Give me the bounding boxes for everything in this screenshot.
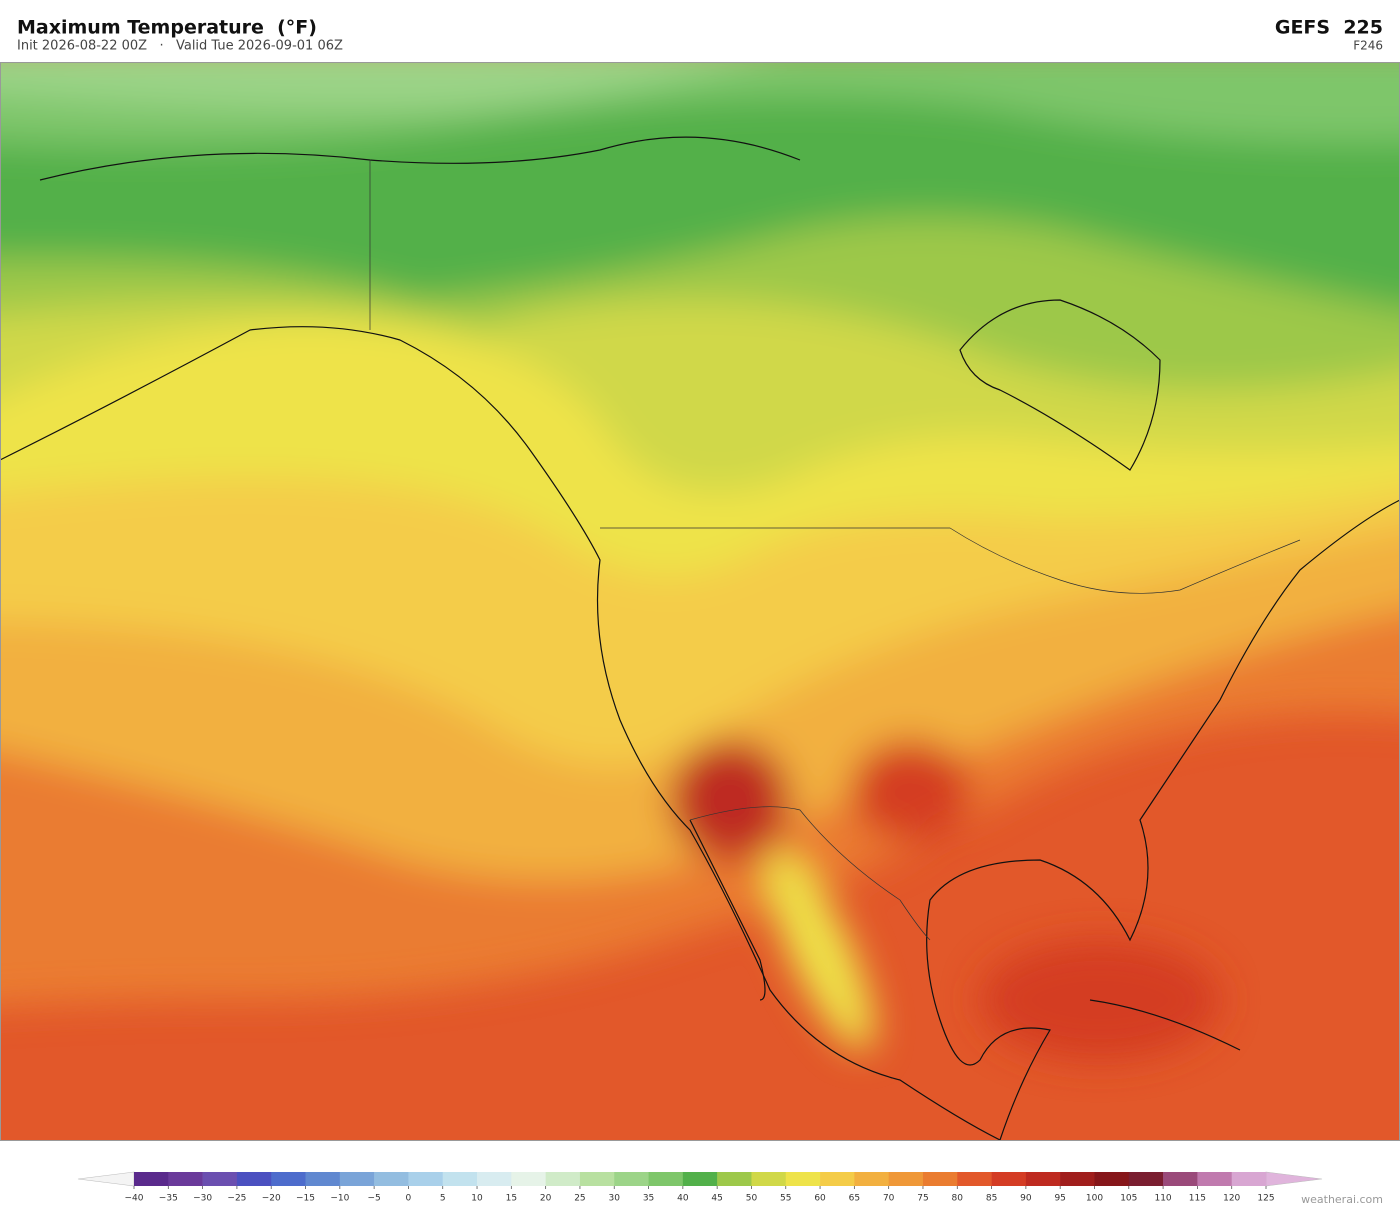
credit: weatherai.com	[1301, 1193, 1383, 1206]
colorbar-tick-label: −15	[296, 1194, 315, 1204]
colorbar-tick-label: 5	[440, 1194, 446, 1204]
colorbar-tick-label: 30	[609, 1194, 621, 1204]
title: Maximum Temperature (°F)	[17, 17, 317, 39]
colorbar-tick-label: 120	[1223, 1194, 1240, 1204]
colorbar-bin	[820, 1172, 855, 1186]
subtitle: Init 2026-08-22 00Z · Valid Tue 2026-09-…	[17, 39, 343, 54]
colorbar-bin	[888, 1172, 924, 1186]
colorbar-bin	[271, 1172, 306, 1186]
forecast-hour: F246	[1353, 39, 1383, 53]
colorbar-bin	[682, 1172, 718, 1186]
colorbar-tick-label: 45	[711, 1194, 722, 1204]
colorbar-tick-label: 70	[883, 1194, 895, 1204]
colorbar-bin	[957, 1172, 992, 1186]
colorbar-bin	[511, 1172, 546, 1186]
colorbar-tick-label: −5	[367, 1194, 380, 1204]
colorbar-tick-label: −35	[159, 1194, 178, 1204]
colorbar-tick-label: 90	[1020, 1194, 1032, 1204]
colorbar-tick-label: −30	[193, 1194, 212, 1204]
colorbar-bin	[1197, 1172, 1232, 1186]
colorbar-bin	[1231, 1172, 1267, 1186]
colorbar-bin	[579, 1172, 615, 1186]
colorbar-over	[1265, 1171, 1323, 1187]
colorbar-tick-label: 125	[1257, 1194, 1274, 1204]
colorbar-bin	[785, 1172, 821, 1186]
colorbar-tick-label: 100	[1086, 1194, 1103, 1204]
colorbar-tick-label: 60	[814, 1194, 826, 1204]
colorbar-tick-label: −40	[125, 1194, 144, 1204]
temperature-field	[0, 62, 1400, 1060]
colorbar-tick-label: −25	[227, 1194, 246, 1204]
colorbar-bin	[1128, 1172, 1164, 1186]
colorbar-tick-label: 85	[986, 1194, 997, 1204]
colorbar-bin	[1094, 1172, 1130, 1186]
colorbar-bin	[442, 1172, 478, 1186]
colorbar-bin	[1025, 1172, 1061, 1186]
colorbar-bin	[305, 1172, 341, 1186]
colorbar-tick-label: 50	[746, 1194, 758, 1204]
colorbar-tick-label: 105	[1120, 1194, 1137, 1204]
colorbar-tick-label: 75	[917, 1194, 928, 1204]
colorbar-tick-label: −10	[330, 1194, 349, 1204]
colorbar: −40 −35 −30 −25 −20 −15 −10 −5 0 5 10 15 20 25 30 35 40 4…	[77, 1171, 1323, 1204]
colorbar-bin	[168, 1172, 203, 1186]
colorbar-bin	[614, 1172, 649, 1186]
colorbar-bin	[202, 1172, 238, 1186]
borders	[369, 160, 1301, 941]
colorbar-tick-label: 65	[849, 1194, 860, 1204]
colorbar-bin	[134, 1172, 169, 1186]
colorbar-bin	[854, 1172, 889, 1186]
colorbar-bin	[545, 1172, 581, 1186]
colorbar-tick-label: 80	[952, 1194, 964, 1204]
colorbar-tick-label: 25	[574, 1194, 585, 1204]
colorbar-tick-label: 95	[1054, 1194, 1065, 1204]
colorbar-tick-label: −20	[262, 1194, 281, 1204]
colorbar-bin	[374, 1172, 409, 1186]
colorbar-bin	[991, 1172, 1027, 1186]
colorbar-bin	[339, 1172, 375, 1186]
colorbar-tick-label: 20	[540, 1194, 552, 1204]
colorbar-bin	[408, 1172, 444, 1186]
map	[0, 62, 1400, 1140]
colorbar-tick-label: 115	[1189, 1194, 1206, 1204]
colorbar-bin	[1163, 1172, 1198, 1186]
colorbar-tick-label: 40	[677, 1194, 689, 1204]
model-label: GEFS 225	[1275, 17, 1383, 39]
colorbar-tick-label: 0	[406, 1194, 412, 1204]
colorbar-bin	[477, 1172, 512, 1186]
colorbar-bin	[751, 1172, 787, 1186]
colorbar-tick-label: 15	[506, 1194, 517, 1204]
colorbar-under	[77, 1171, 135, 1187]
colorbar-bin	[717, 1172, 752, 1186]
colorbar-tick-label: 55	[780, 1194, 791, 1204]
colorbar-tick-label: 35	[643, 1194, 654, 1204]
colorbar-bin	[648, 1172, 684, 1186]
coastlines	[0, 136, 1400, 1140]
colorbar-bin	[236, 1172, 272, 1186]
colorbar-bin	[922, 1172, 958, 1186]
colorbar-bin	[1060, 1172, 1095, 1186]
colorbar-tick-label: 110	[1154, 1194, 1171, 1204]
colorbar-tick-label: 10	[471, 1194, 483, 1204]
